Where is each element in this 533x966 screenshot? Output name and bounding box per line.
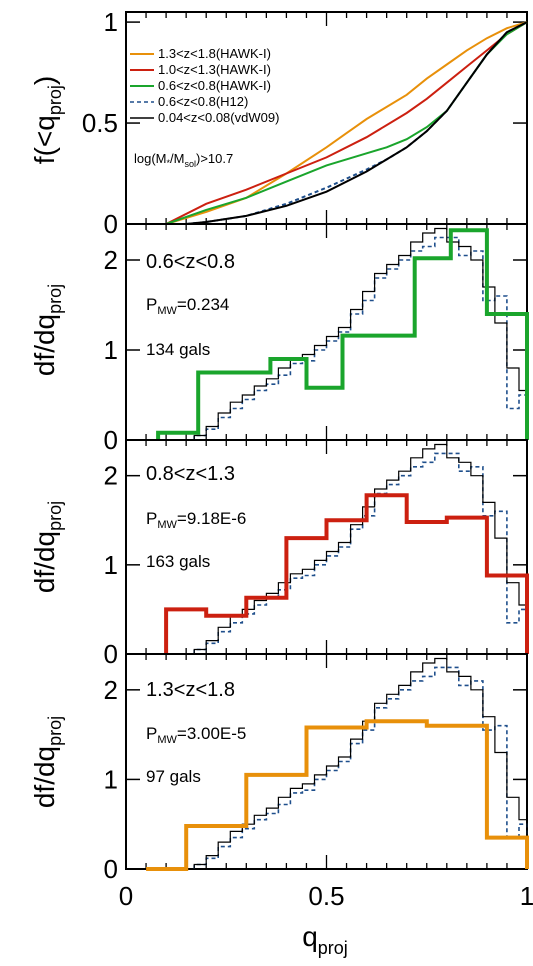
panel-0-ytick-label-2: 1 [104,7,118,37]
legend-entry-3: 0.6<z<0.8(HAWK-I) [130,78,271,93]
panel-1-redshift-label: 0.6<z<0.8 [146,251,235,273]
panel-2-redshift-label: 0.8<z<1.3 [146,463,235,485]
panel-1-ytick-label-2: 2 [104,245,118,275]
panel-0-ytick-label-0: 0 [104,209,118,239]
panel-1-annotations: 0.6<z<0.8 PMW=0.234 134 gals [146,251,235,359]
panel-2-pmw: PMW=9.18E-6 [146,509,246,531]
legend-entry-2: 1.0<z<1.3(HAWK-I) [130,62,271,77]
panel-1-ytick-label-1: 1 [104,335,118,365]
legend-label-4: 0.6<z<0.8(H12) [158,94,248,109]
panel-0-ytick-label-1: 0.5 [82,108,118,138]
panel-3-count: 97 gals [146,767,201,786]
panel-3-redshift-label: 1.3<z<1.8 [146,679,235,701]
x-axis-label: qproj [302,921,348,958]
legend-label-2: 1.0<z<1.3(HAWK-I) [158,62,271,77]
mass-cut-annotation: log(M*/Msol)>10.7 [134,151,233,169]
panel-1-hawki-histogram [156,228,529,440]
panel-3-annotations: 1.3<z<1.8 PMW=3.00E-5 97 gals [146,679,246,786]
panel-3-xtick-label-1: 0.5 [308,881,344,911]
legend-label-5: 0.04<z<0.08(vdW09) [158,110,279,125]
panel-3-pmw: PMW=3.00E-5 [146,724,246,746]
panel-2-ytick-label-1: 1 [104,550,118,580]
panel-3-h12-histogram [193,666,528,869]
y-axis-labels: f(<qproj) df/dqproj df/dqproj df/dqproj [29,76,65,808]
panel-1-ytick-label-0: 0 [104,425,118,455]
legend-label-1: 1.3<z<1.8(HAWK-I) [158,46,271,61]
panel-0: 00.51 [82,7,528,239]
cumulative-series-0 [165,21,528,225]
panel-3-vdw09-histogram [193,657,528,869]
panel-0-ylabel: f(<qproj) [29,76,65,164]
panel-1-ylabel: df/dqproj [29,284,65,376]
panel-2-ytick-label-0: 0 [104,639,118,669]
panel-3-xtick-label-2: 1 [520,881,533,911]
panel-3-xtick-label-0: 0 [119,881,133,911]
panel-1-count: 134 gals [146,340,210,359]
panel-2-ytick-label-2: 2 [104,461,118,491]
legend-entry-4: 0.6<z<0.8(H12) [130,94,248,109]
panel-2-vdw09-histogram [193,443,528,654]
legend: 1.3<z<1.8(HAWK-I) 1.0<z<1.3(HAWK-I) 0.6<… [130,46,279,125]
panel-1-h12-histogram [193,236,528,440]
panel-3-ytick-label-0: 0 [104,854,118,884]
legend-entry-5: 0.04<z<0.08(vdW09) [130,110,279,125]
panel-3-hawki-histogram [146,719,529,871]
panel-3-ytick-label-2: 2 [104,675,118,705]
panel-3: 0 1 2 0 0.5 1 [104,653,533,911]
panel-2-ylabel: df/dqproj [29,501,65,593]
panel-1-pmw: PMW=0.234 [146,295,229,317]
panel-2-annotations: 0.8<z<1.3 PMW=9.18E-6 163 gals [146,463,246,571]
panel-2-hawki-histogram [164,493,529,654]
panel-2-h12-histogram [193,452,528,654]
panel-3-ylabel: df/dqproj [29,716,65,808]
panel-3-ytick-label-1: 1 [104,764,118,794]
panel-1-vdw09-histogram [193,227,528,440]
cumulative-series-4 [186,21,528,225]
legend-label-3: 0.6<z<0.8(HAWK-I) [158,78,271,93]
panel-2-count: 163 gals [146,552,210,571]
legend-entry-1: 1.3<z<1.8(HAWK-I) [130,46,271,61]
cumulative-series-1 [165,21,528,225]
